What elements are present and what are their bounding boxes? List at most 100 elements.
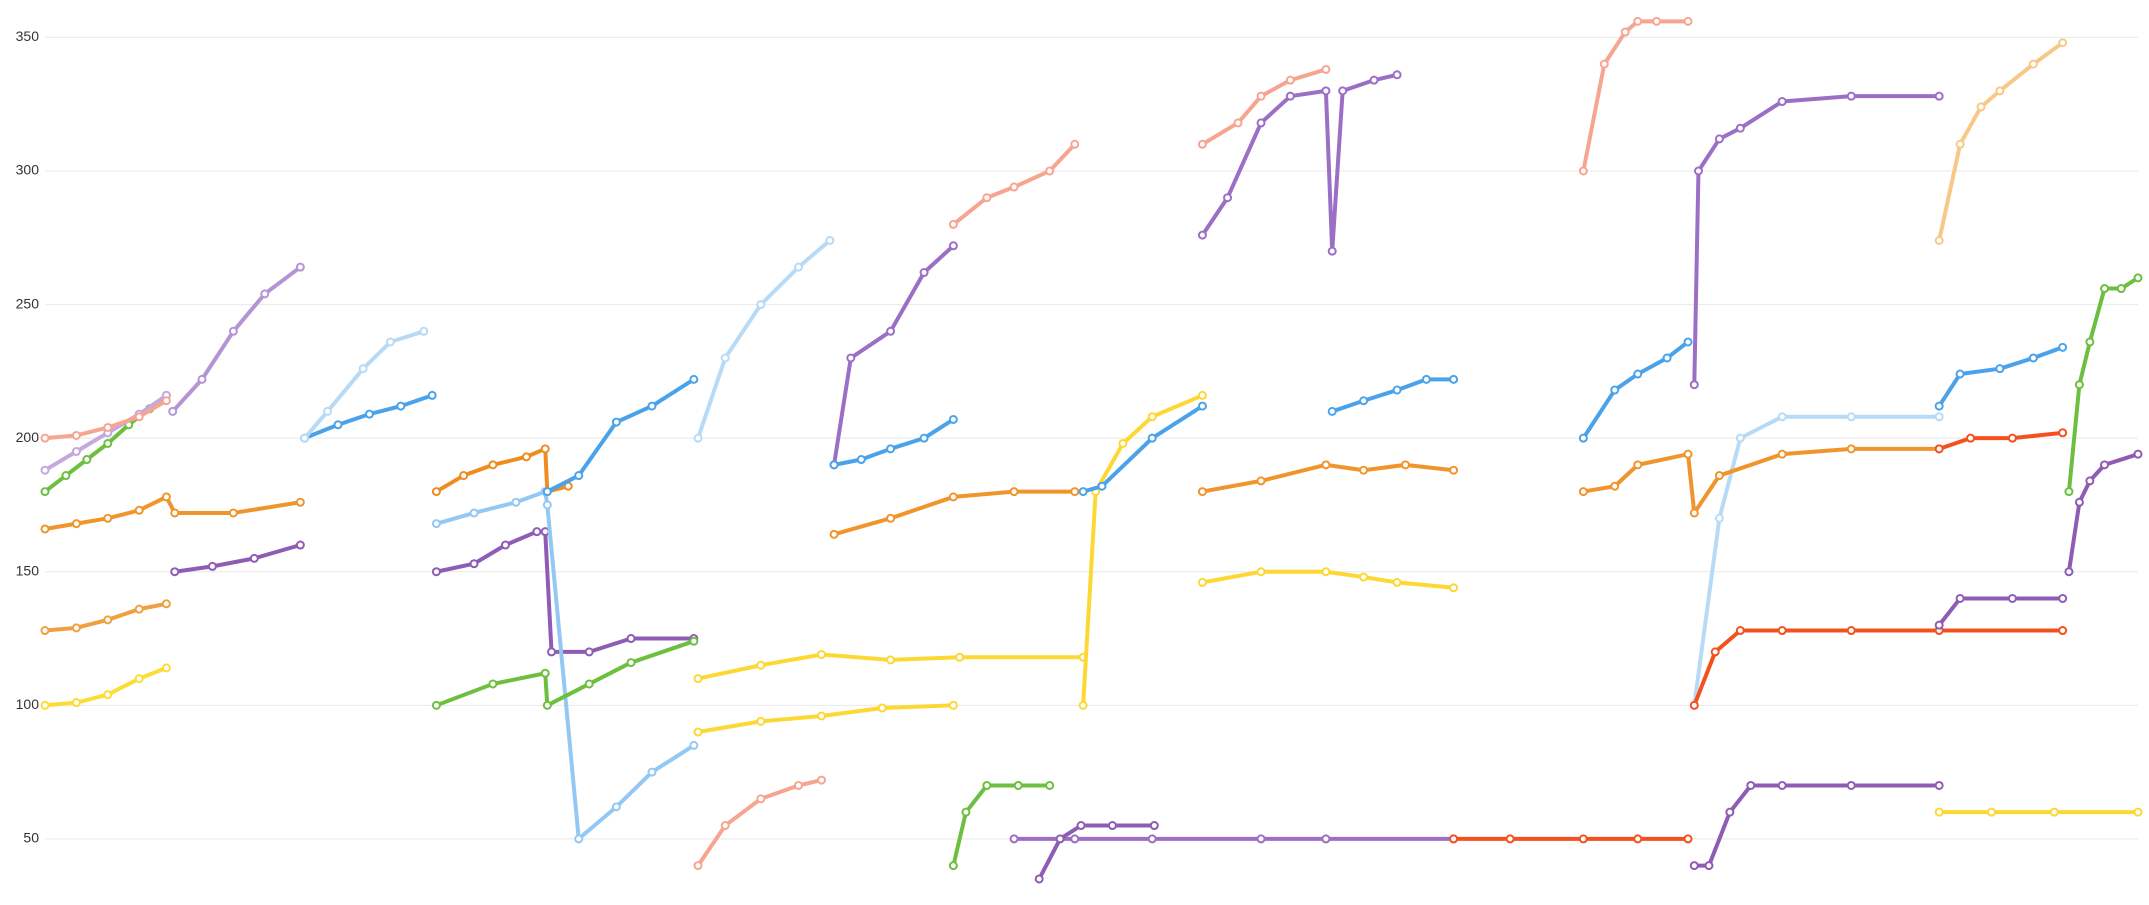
- series-line: [833, 417, 955, 467]
- point: [1505, 834, 1515, 844]
- point: [948, 492, 958, 502]
- point: [948, 219, 958, 229]
- point: [2074, 380, 2084, 390]
- point: [1076, 821, 1086, 831]
- point: [71, 698, 81, 708]
- point: [919, 433, 929, 443]
- point: [2133, 807, 2143, 817]
- point: [161, 396, 171, 406]
- point: [61, 471, 71, 481]
- point: [1197, 230, 1207, 240]
- point: [1777, 449, 1787, 459]
- point: [1197, 577, 1207, 587]
- point: [886, 326, 896, 336]
- point: [431, 519, 441, 529]
- point: [1013, 780, 1023, 790]
- point: [1652, 16, 1662, 26]
- point: [584, 679, 594, 689]
- point: [488, 460, 498, 470]
- point: [1327, 406, 1337, 416]
- point: [521, 452, 531, 462]
- point: [689, 740, 699, 750]
- point: [500, 540, 510, 550]
- series-line: [1202, 462, 1454, 494]
- point: [1714, 134, 1724, 144]
- point: [542, 700, 552, 710]
- y-tick-label: 300: [16, 162, 40, 178]
- point: [574, 471, 584, 481]
- point: [71, 430, 81, 440]
- series-line: [2066, 452, 2139, 573]
- point: [1633, 16, 1643, 26]
- point: [1710, 647, 1720, 657]
- point: [756, 660, 766, 670]
- point: [1955, 369, 1965, 379]
- point: [1321, 834, 1331, 844]
- series-line: [44, 494, 301, 531]
- point: [1392, 577, 1402, 587]
- series-line: [435, 446, 569, 494]
- point: [103, 513, 113, 523]
- point: [1934, 401, 1944, 411]
- series-line: [1081, 393, 1204, 706]
- point: [1392, 70, 1402, 80]
- point: [40, 524, 50, 534]
- point: [1725, 807, 1735, 817]
- point: [1359, 396, 1369, 406]
- series-line: [1082, 404, 1204, 494]
- point: [756, 794, 766, 804]
- series-line: [1583, 446, 1940, 515]
- point: [427, 390, 437, 400]
- point: [134, 412, 144, 422]
- point: [1034, 874, 1044, 884]
- point: [161, 492, 171, 502]
- point: [228, 326, 238, 336]
- point: [431, 487, 441, 497]
- point: [886, 513, 896, 523]
- point: [1321, 460, 1331, 470]
- point: [1149, 821, 1159, 831]
- point: [817, 711, 827, 721]
- point: [829, 460, 839, 470]
- point: [1256, 476, 1266, 486]
- point: [71, 519, 81, 529]
- point: [1633, 460, 1643, 470]
- point: [574, 834, 584, 844]
- point: [2074, 497, 2084, 507]
- point: [1934, 444, 1944, 454]
- point: [134, 505, 144, 515]
- series-line: [1692, 628, 2063, 707]
- point: [1321, 86, 1331, 96]
- point: [1147, 834, 1157, 844]
- point: [948, 700, 958, 710]
- point: [1955, 593, 1965, 603]
- series-line: [1581, 340, 1690, 440]
- point: [134, 604, 144, 614]
- point: [817, 775, 827, 785]
- series-line: [1694, 783, 1940, 868]
- point: [1735, 433, 1745, 443]
- point: [161, 599, 171, 609]
- point: [1689, 861, 1699, 871]
- y-tick-label: 100: [16, 696, 40, 712]
- point: [2007, 593, 2017, 603]
- point: [260, 289, 270, 299]
- point: [103, 615, 113, 625]
- point: [1746, 780, 1756, 790]
- point: [40, 700, 50, 710]
- point: [2058, 342, 2068, 352]
- series-line: [174, 543, 301, 574]
- point: [1976, 102, 1986, 112]
- series-line: [1692, 94, 1940, 385]
- point: [948, 241, 958, 251]
- point: [1934, 91, 1944, 101]
- point: [540, 668, 550, 678]
- point: [323, 406, 333, 416]
- point: [547, 647, 557, 657]
- series-line: [1037, 823, 1155, 880]
- point: [1256, 91, 1266, 101]
- point: [1934, 412, 1944, 422]
- point: [431, 567, 441, 577]
- point: [1934, 235, 1944, 245]
- point: [1714, 471, 1724, 481]
